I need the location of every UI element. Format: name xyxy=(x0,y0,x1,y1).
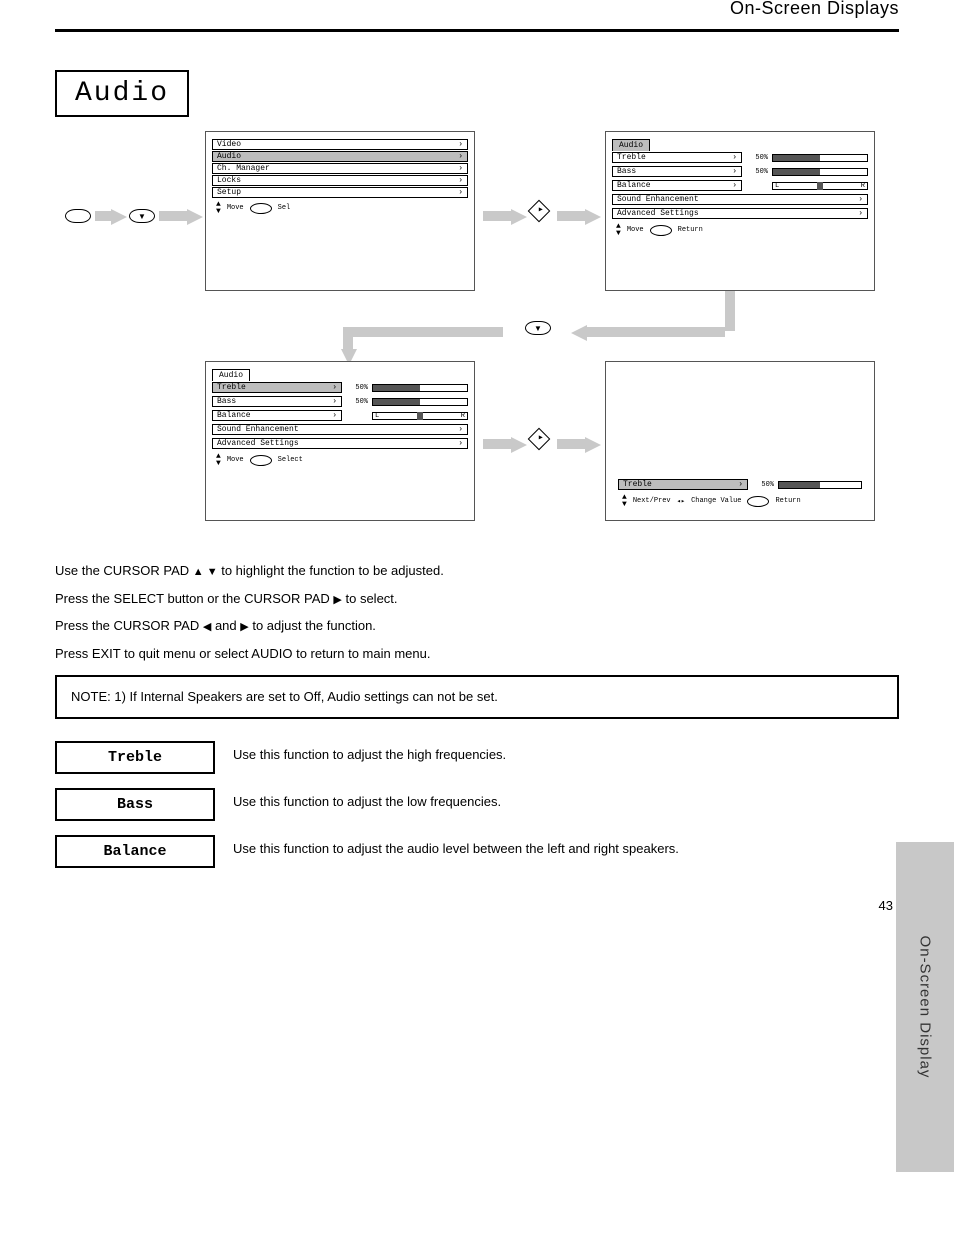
audio-item-treble[interactable]: Treble› xyxy=(612,152,742,163)
audio-item-enhance[interactable]: Sound Enhancement› xyxy=(612,194,868,205)
panel-main-menu: Video› Audio› Ch. Manager› Locks› Setup›… xyxy=(205,131,475,291)
menu-item-ch-manager[interactable]: Ch. Manager› xyxy=(212,163,468,174)
chevron-right-icon: › xyxy=(458,176,463,185)
audio-tab: Audio xyxy=(612,139,650,151)
bass-bar-2 xyxy=(372,398,468,406)
audio-item-treble-hl[interactable]: Treble› xyxy=(212,382,342,393)
menu-footer: ▲▼Move Sel xyxy=(212,199,468,215)
arrow-5a xyxy=(483,439,513,449)
instruction-4: Press EXIT to quit menu or select AUDIO … xyxy=(55,644,899,664)
bass-bar xyxy=(772,168,868,176)
top-rule xyxy=(55,29,899,32)
menu-item-audio[interactable]: Audio› xyxy=(212,151,468,162)
audio-item-balance[interactable]: Balance› xyxy=(612,180,742,191)
treble-bar xyxy=(772,154,868,162)
elbow xyxy=(343,327,503,337)
arrow-back xyxy=(585,327,725,337)
navigation-diagram: ▼ Video› Audio› Ch. Manager› Locks› Setu… xyxy=(65,131,895,541)
treble-footer: ▲▼Next/Prev ◂▸Change Value Return xyxy=(618,492,862,508)
balance-bar-2: LR xyxy=(372,412,468,420)
arrow-2 xyxy=(159,211,189,221)
arrow-1 xyxy=(95,211,113,221)
instruction-3: Press the CURSOR PAD ◀ and ▶ to adjust t… xyxy=(55,616,899,636)
option-balance-label: Balance xyxy=(55,835,215,868)
cursor-right-icon-2: ▸ xyxy=(528,428,551,451)
audio-item-advanced[interactable]: Advanced Settings› xyxy=(612,208,868,219)
audio-item-balance-2[interactable]: Balance› xyxy=(212,410,342,421)
panel-audio-menu-1: Audio Treble›50% Bass›50% Balance›LR Sou… xyxy=(605,131,875,291)
header-category: On-Screen Displays xyxy=(55,0,899,19)
up-down-icon: ▲ ▼ xyxy=(193,566,218,578)
audio-item-bass-2[interactable]: Bass› xyxy=(212,396,342,407)
option-balance-text: Use this function to adjust the audio le… xyxy=(233,835,899,859)
panel-treble: Treble›50% ▲▼Next/Prev ◂▸Change Value Re… xyxy=(605,361,875,521)
arrow-down xyxy=(343,337,353,351)
audio-item-enhance-2[interactable]: Sound Enhancement› xyxy=(212,424,468,435)
menu-item-setup[interactable]: Setup› xyxy=(212,187,468,198)
chevron-right-icon: › xyxy=(458,140,463,149)
chevron-right-icon: › xyxy=(458,188,463,197)
instruction-2: Press the SELECT button or the CURSOR PA… xyxy=(55,589,899,609)
panel-audio-menu-2: Audio Treble›50% Bass›50% Balance›LR Sou… xyxy=(205,361,475,521)
option-treble-text: Use this function to adjust the high fre… xyxy=(233,741,899,765)
option-bass-text: Use this function to adjust the low freq… xyxy=(233,788,899,812)
side-tab-label: On-Screen Display xyxy=(917,936,934,1079)
remote-oval-down-2: ▼ xyxy=(525,321,551,335)
treble-adjust-bar[interactable] xyxy=(778,481,862,489)
treble-item[interactable]: Treble› xyxy=(618,479,748,490)
note-box: NOTE: 1) If Internal Speakers are set to… xyxy=(55,675,899,719)
option-bass-row: Bass Use this function to adjust the low… xyxy=(55,788,899,821)
instruction-1: Use the CURSOR PAD ▲ ▼ to highlight the … xyxy=(55,561,899,581)
remote-oval-down: ▼ xyxy=(129,209,155,223)
chevron-right-icon: › xyxy=(458,164,463,173)
arrow-3a xyxy=(483,211,513,221)
audio-item-bass[interactable]: Bass› xyxy=(612,166,742,177)
menu-item-locks[interactable]: Locks› xyxy=(212,175,468,186)
section-title: Audio xyxy=(55,70,189,117)
page-number: 43 xyxy=(55,898,899,913)
chevron-right-icon: › xyxy=(458,152,463,161)
audio-item-advanced-2[interactable]: Advanced Settings› xyxy=(212,438,468,449)
treble-bar-2 xyxy=(372,384,468,392)
audio-footer-1: ▲▼Move Return xyxy=(612,221,868,237)
option-bass-label: Bass xyxy=(55,788,215,821)
arrow-3b xyxy=(557,211,587,221)
remote-oval-1 xyxy=(65,209,91,223)
arrow-5b xyxy=(557,439,587,449)
right-icon: ▶ xyxy=(333,594,341,606)
option-treble-row: Treble Use this function to adjust the h… xyxy=(55,741,899,774)
stub-down xyxy=(725,291,735,331)
audio-tab-2: Audio xyxy=(212,369,250,381)
right-icon-2: ▶ xyxy=(240,621,248,633)
balance-bar: LR xyxy=(772,182,868,190)
side-tab: On-Screen Display xyxy=(896,842,954,1172)
cursor-right-icon: ▸ xyxy=(528,200,551,223)
option-balance-row: Balance Use this function to adjust the … xyxy=(55,835,899,868)
menu-item-video[interactable]: Video› xyxy=(212,139,468,150)
option-treble-label: Treble xyxy=(55,741,215,774)
audio-footer-2: ▲▼Move Select xyxy=(212,451,468,467)
